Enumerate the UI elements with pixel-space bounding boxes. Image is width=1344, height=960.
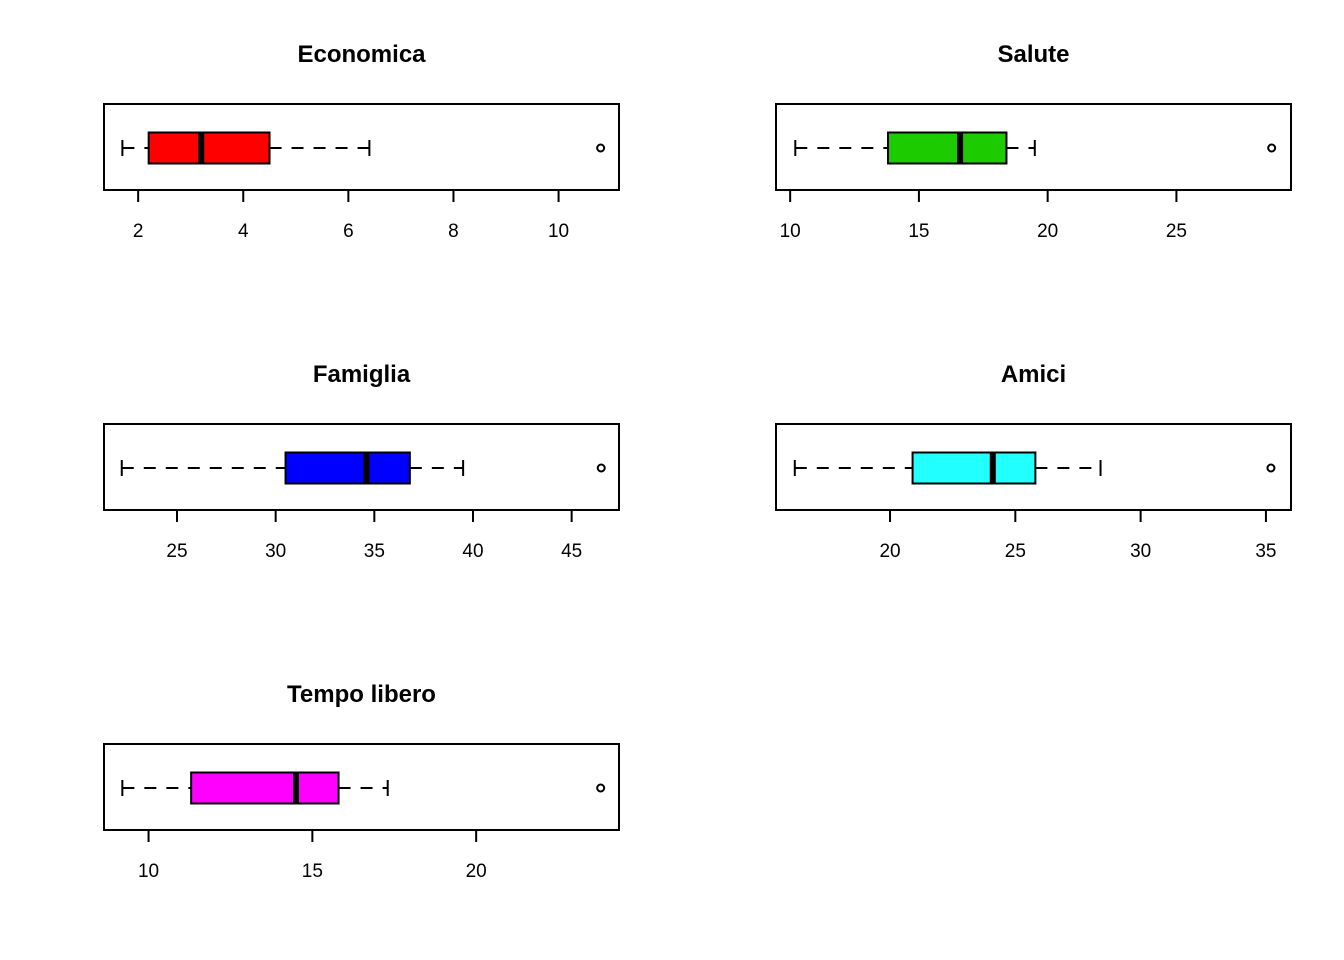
outlier-point (596, 143, 606, 153)
x-tick-label: 30 (265, 541, 286, 562)
x-tick-label: 10 (548, 221, 569, 242)
x-tick-label: 45 (561, 541, 582, 562)
outlier-point (1267, 143, 1277, 153)
x-tick-label: 25 (1005, 541, 1026, 562)
x-tick-label: 20 (1037, 221, 1058, 242)
x-tick-label: 35 (364, 541, 385, 562)
x-tick-label: 8 (448, 221, 459, 242)
outlier-point (596, 783, 606, 793)
x-tick-label: 25 (166, 541, 187, 562)
x-tick-label: 25 (1166, 221, 1187, 242)
x-tick-label: 15 (302, 861, 323, 882)
x-tick-label: 2 (133, 221, 144, 242)
panel-3: Famiglia 25 30 35 40 45 (103, 361, 620, 562)
outlier-point (1266, 463, 1276, 473)
panel-1: Economica 2 4 6 8 10 (103, 41, 620, 242)
panel-title: Tempo libero (287, 681, 436, 708)
iqr-box (911, 451, 1037, 485)
panel-title: Salute (997, 41, 1069, 68)
x-tick-label: 4 (238, 221, 249, 242)
iqr-box (190, 771, 340, 805)
panel-2: Salute 10 15 20 25 (775, 41, 1292, 242)
x-tick-label: 6 (343, 221, 354, 242)
iqr-box (887, 131, 1008, 165)
x-tick-label: 20 (879, 541, 900, 562)
iqr-box (284, 451, 411, 485)
x-tick-label: 40 (462, 541, 483, 562)
x-tick-label: 20 (466, 861, 487, 882)
x-tick-label: 10 (780, 221, 801, 242)
outlier-point (596, 463, 606, 473)
panel-4: Amici 20 25 30 35 (775, 361, 1292, 562)
x-tick-label: 30 (1130, 541, 1151, 562)
x-tick-label: 10 (138, 861, 159, 882)
iqr-box (147, 131, 271, 165)
panel-title: Economica (297, 41, 426, 68)
panel-title: Famiglia (313, 361, 411, 388)
panel-title: Amici (1001, 361, 1066, 388)
panel-5: Tempo libero 10 15 20 (103, 681, 620, 882)
x-tick-label: 15 (908, 221, 929, 242)
x-tick-label: 35 (1255, 541, 1276, 562)
